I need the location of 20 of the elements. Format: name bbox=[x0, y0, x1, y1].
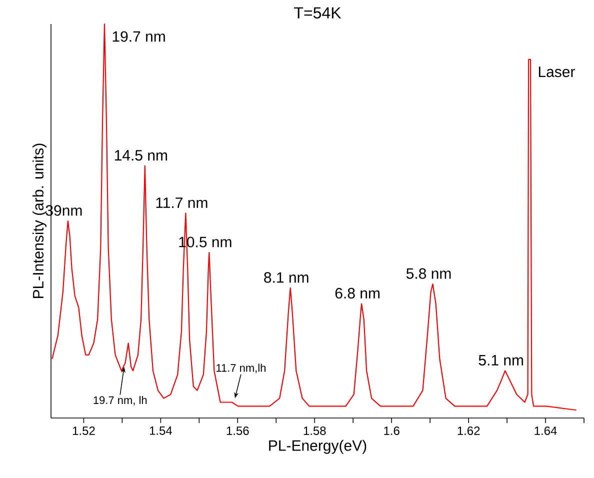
annotation: 19.7 nm bbox=[112, 31, 165, 42]
x-tick-label: 1.6 bbox=[384, 426, 400, 436]
x-tick-label: 1.52 bbox=[72, 426, 95, 436]
annotation: 5.8 nm bbox=[406, 268, 451, 279]
x-tick-label: 1.62 bbox=[458, 426, 480, 436]
x-tick-label: 1.58 bbox=[304, 426, 326, 436]
x-tick-label: 1.56 bbox=[226, 426, 249, 436]
annotation: 19.7 nm, lh bbox=[94, 396, 147, 406]
y-axis-title: PL-Intensity (arb. units) bbox=[32, 144, 46, 298]
x-tick-label: 1.54 bbox=[150, 426, 172, 435]
annotation: 14.5 nm bbox=[114, 150, 167, 161]
annotation: Laser bbox=[538, 66, 575, 78]
x-tick-label: 1.64 bbox=[534, 426, 557, 436]
chart-title: T=54K bbox=[294, 7, 342, 18]
x-axis-title: PL-Energy(eV) bbox=[269, 440, 366, 454]
annotation: 6.8 nm bbox=[335, 288, 380, 299]
annotation: 8.1 nm bbox=[264, 272, 308, 283]
annotation: 5.1 nm bbox=[478, 355, 524, 366]
annotation: 11.7 nm,lh bbox=[216, 364, 266, 374]
annotation: 11.7 nm bbox=[156, 198, 208, 208]
